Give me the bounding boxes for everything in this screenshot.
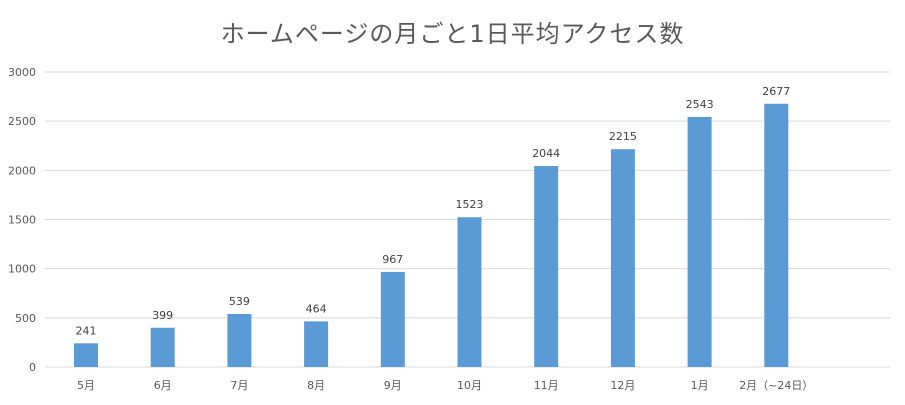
data-label: 2044 — [532, 147, 560, 160]
data-labels: 241 399 539 464 967 1523 2044 2215 2543 2677 — [76, 85, 791, 338]
y-tick-label: 1000 — [8, 263, 36, 276]
bar — [764, 103, 789, 368]
data-label: 399 — [152, 309, 173, 322]
chart-title: ホームページの月ごと1日平均アクセス数 — [220, 20, 685, 48]
x-tick-label: 7月 — [230, 379, 248, 392]
bars — [74, 103, 789, 368]
bar — [150, 327, 175, 367]
x-tick-label: 12月 — [610, 379, 635, 392]
data-label: 241 — [76, 324, 97, 337]
x-tick-label: 1月 — [691, 379, 709, 392]
y-tick-label: 2500 — [8, 115, 36, 128]
y-tick-label: 1500 — [8, 214, 36, 227]
x-tick-label: 11月 — [534, 379, 559, 392]
y-tick-label: 500 — [15, 312, 36, 325]
data-label: 464 — [306, 302, 327, 315]
x-tick-label: 5月 — [77, 379, 95, 392]
y-tick-label: 0 — [29, 361, 36, 374]
data-label: 2543 — [686, 98, 714, 111]
bar — [610, 149, 635, 367]
bar — [457, 217, 482, 367]
bar — [74, 343, 98, 367]
x-tick-label: 6月 — [154, 379, 172, 392]
bar — [534, 166, 559, 367]
bar — [227, 313, 252, 367]
y-tick-label: 2000 — [8, 164, 36, 177]
data-label: 1523 — [456, 198, 484, 211]
data-label: 539 — [229, 295, 250, 308]
y-tick-label: 3000 — [8, 66, 36, 79]
data-label: 2215 — [609, 130, 637, 143]
x-tick-label: 10月 — [457, 379, 482, 392]
data-label: 2677 — [762, 85, 790, 98]
x-tick-label: 9月 — [384, 379, 402, 392]
x-tick-label: 8月 — [307, 379, 325, 392]
y-axis-ticks: 0 500 1000 1500 2000 2500 3000 — [8, 66, 36, 374]
x-axis-ticks: 5月 6月 7月 8月 9月 10月 11月 12月 1月 2月（~24日） — [77, 379, 813, 392]
data-label: 967 — [382, 253, 403, 266]
bar — [304, 321, 329, 367]
bar — [380, 271, 405, 367]
bar — [687, 116, 712, 368]
x-tick-label: 2月（~24日） — [739, 379, 813, 392]
